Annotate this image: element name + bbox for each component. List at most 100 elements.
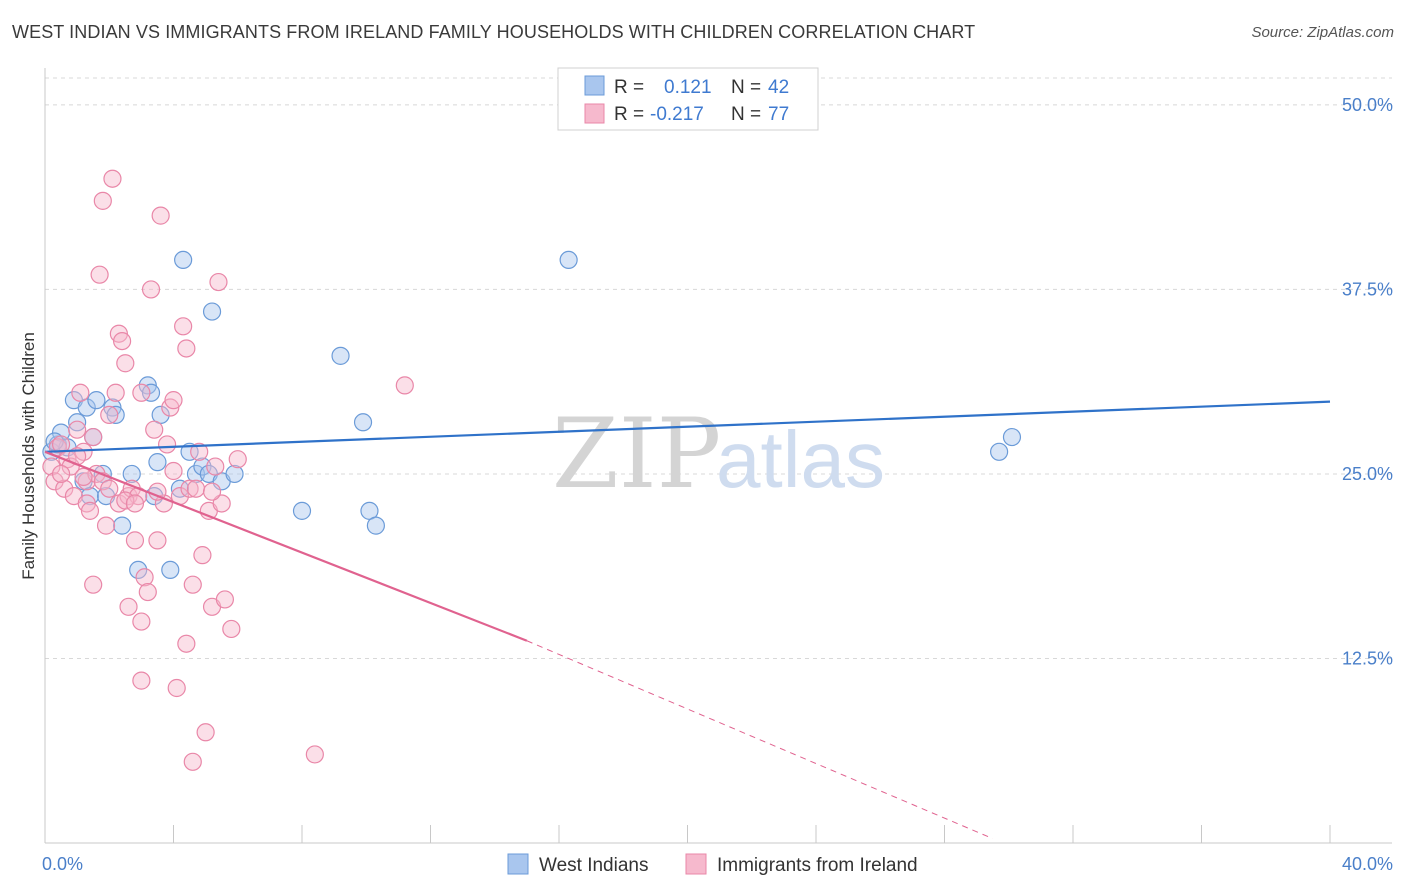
legend-r-label-2: R = <box>614 104 644 125</box>
ireland-point-67 <box>305 745 324 764</box>
ireland-point-62 <box>209 272 228 292</box>
source-label: Source: ZipAtlas.com <box>1251 24 1394 41</box>
ireland-point-55 <box>186 479 206 498</box>
ireland-point-34 <box>132 383 151 402</box>
west-indians-point-22 <box>161 560 180 580</box>
y-tick-label-2: 37.5% <box>1342 279 1393 299</box>
legend-r-value-2: -0.217 <box>650 104 704 125</box>
ireland-point-14 <box>84 427 103 447</box>
ireland-point-17 <box>90 265 109 284</box>
legend-n-value-1: 42 <box>768 77 789 98</box>
west-indians-point-33 <box>331 346 350 365</box>
bottom-legend-label-west-indians: West Indians <box>539 855 648 876</box>
ireland-point-36 <box>132 671 151 690</box>
west-indians-point-19 <box>141 383 161 402</box>
legend-r-value-1: 0.121 <box>664 77 712 98</box>
legend-swatch-pink <box>584 103 605 124</box>
west-indians-point-25 <box>180 442 199 461</box>
ireland-point-65 <box>222 619 241 639</box>
ireland-point-56 <box>190 442 209 461</box>
ireland-point-1 <box>45 472 64 491</box>
ireland-point-49 <box>174 317 193 336</box>
west-indians-point-16 <box>122 464 141 484</box>
west-indians-point-29 <box>202 302 222 321</box>
west-indians-point-34 <box>353 413 373 432</box>
ireland-point-32 <box>125 531 145 550</box>
ireland-point-54 <box>183 575 202 594</box>
west-indians-point-14 <box>106 405 125 425</box>
ireland-point-57 <box>193 546 212 565</box>
west-indians-point-39 <box>1002 427 1022 447</box>
grid-lines <box>45 77 1392 659</box>
trend-lines <box>44 400 1331 840</box>
ireland-point-21 <box>100 405 119 425</box>
west-indians-point-23 <box>170 479 190 498</box>
ireland-point-41 <box>148 531 167 550</box>
y-tick-labels: 12.5% 25.0% 37.5% 50.0% <box>1342 95 1393 669</box>
watermark-zip: ZIP <box>552 398 721 510</box>
legend-n-label-1: N = <box>731 77 761 98</box>
ireland-point-28 <box>116 354 135 373</box>
ireland-point-42 <box>151 206 170 225</box>
ireland-point-38 <box>138 582 157 602</box>
axes <box>44 68 1392 844</box>
ireland-point-53 <box>183 752 202 771</box>
x-tick-labels: 0.0% 40.0% <box>42 854 1393 874</box>
y-tick-label-0: 12.5% <box>1342 648 1393 668</box>
ireland-point-35 <box>132 612 151 631</box>
ireland-point-69 <box>51 464 71 484</box>
ireland-point-44 <box>157 435 177 454</box>
ireland-point-8 <box>68 420 87 439</box>
legend-box: R = 0.121 N = 42 R = -0.217 N = 77 <box>557 67 819 131</box>
ireland-point-63 <box>212 494 231 513</box>
trendline-0 <box>44 400 1331 453</box>
ireland-point-29 <box>119 597 138 616</box>
ireland-point-22 <box>100 479 119 498</box>
ireland-point-51 <box>177 634 196 653</box>
west-indians-point-17 <box>129 560 148 580</box>
ireland-point-58 <box>196 723 215 742</box>
trendline-1 <box>44 450 528 642</box>
ireland-point-37 <box>135 568 154 587</box>
west-indians-point-32 <box>292 501 312 520</box>
legend-n-label-2: N = <box>731 104 761 125</box>
west-indians-point-5 <box>68 413 87 432</box>
bottom-legend-label-ireland: Immigrants from Ireland <box>717 855 918 876</box>
ireland-point-66 <box>228 450 247 469</box>
ireland-point-75 <box>125 494 145 513</box>
west-indians-point-24 <box>174 250 193 270</box>
ireland-point-52 <box>180 479 199 498</box>
ireland-point-76 <box>202 482 222 501</box>
west-indians-point-38 <box>990 442 1009 461</box>
watermark-atlas: atlas <box>716 415 885 504</box>
ireland-point-19 <box>93 191 112 210</box>
ireland-point-0 <box>42 457 61 476</box>
ireland-point-6 <box>61 457 80 476</box>
ireland-point-23 <box>103 169 122 188</box>
y-axis-label: Family Households with Children <box>19 332 38 580</box>
ireland-point-40 <box>145 420 164 439</box>
west-indians-point-31 <box>225 464 244 484</box>
trendline-2 <box>526 640 993 840</box>
ireland-point-20 <box>96 516 116 535</box>
bottom-legend-swatch-ireland <box>685 853 707 875</box>
bottom-legend-swatch-west-indians <box>507 853 529 875</box>
legend-swatch-blue <box>584 75 605 96</box>
ireland-point-13 <box>80 501 100 520</box>
y-tick-label-1: 25.0% <box>1342 464 1393 484</box>
ireland-point-74 <box>74 467 93 487</box>
west-indians-point-41 <box>148 453 167 472</box>
ireland-point-39 <box>141 280 161 299</box>
ireland-point-68 <box>395 376 414 395</box>
ireland-point-47 <box>167 678 186 698</box>
watermark: ZIP atlas <box>552 398 885 510</box>
y-tick-label-3: 50.0% <box>1342 95 1393 115</box>
legend-r-label-1: R = <box>614 77 644 98</box>
chart-title: WEST INDIAN VS IMMIGRANTS FROM IRELAND F… <box>12 22 976 42</box>
ireland-point-27 <box>112 331 132 351</box>
legend-n-value-2: 77 <box>768 104 789 125</box>
west-indians-point-27 <box>193 457 212 476</box>
ireland-point-64 <box>215 590 234 609</box>
west-indians-point-37 <box>559 250 578 270</box>
